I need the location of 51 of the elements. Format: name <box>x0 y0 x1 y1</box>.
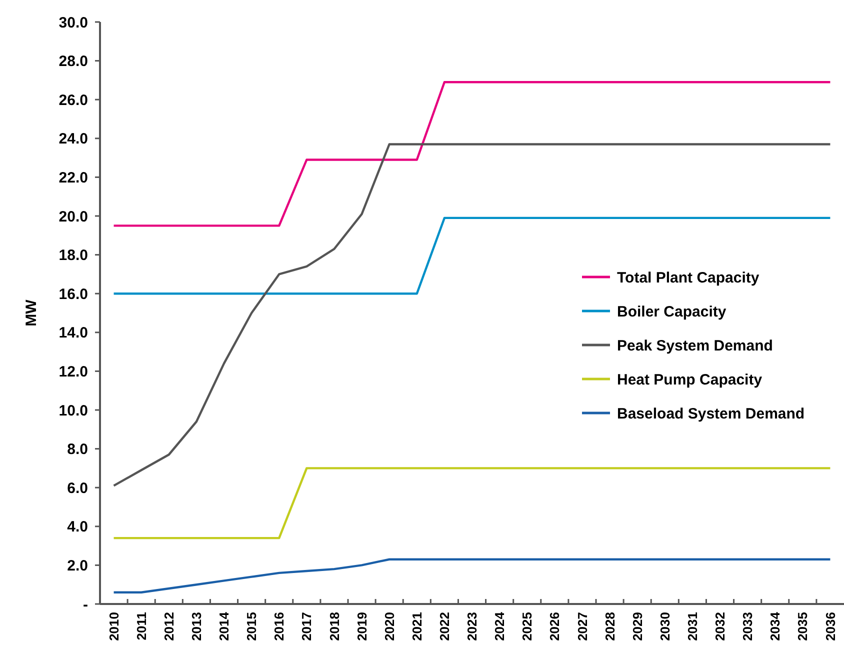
y-tick-label: 2.0 <box>67 557 88 574</box>
y-tick-label: 14.0 <box>58 324 88 342</box>
x-tick-label: 2026 <box>547 612 562 641</box>
x-tick-label: 2024 <box>492 611 508 641</box>
y-tick-label: 6.0 <box>67 480 88 497</box>
y-tick-label: 8.0 <box>67 441 88 458</box>
legend-label: Heat Pump Capacity <box>617 371 763 388</box>
x-tick-label: 2027 <box>574 612 590 641</box>
y-tick-label: 30.0 <box>58 14 88 32</box>
legend-label: Peak System Demand <box>617 337 773 354</box>
y-tick-label: 18.0 <box>58 247 88 264</box>
y-tick-label: 24.0 <box>58 130 88 148</box>
x-tick-label: 2010 <box>106 612 122 641</box>
x-tick-label: 2029 <box>630 612 645 641</box>
x-tick-label: 2035 <box>795 612 810 641</box>
x-tick-label: 2031 <box>684 612 700 641</box>
y-tick-label: 28.0 <box>58 53 88 70</box>
legend-label: Baseload System Demand <box>617 405 805 422</box>
y-tick-label: 10.0 <box>58 402 88 420</box>
y-tick-label: - <box>83 596 88 614</box>
x-tick-label: 2033 <box>740 612 756 641</box>
legend-label: Total Plant Capacity <box>617 269 760 286</box>
x-tick-label: 2017 <box>299 612 314 641</box>
x-tick-label: 2019 <box>354 612 370 641</box>
x-tick-label: 2023 <box>464 612 480 641</box>
x-tick-label: 2030 <box>657 612 672 641</box>
x-tick-label: 2036 <box>822 612 838 641</box>
x-tick-label: 2013 <box>188 612 204 641</box>
y-tick-label: 26.0 <box>58 92 88 109</box>
x-tick-label: 2015 <box>244 612 260 641</box>
x-tick-label: 2018 <box>326 612 342 641</box>
x-tick-label: 2012 <box>161 612 176 641</box>
y-tick-label: 12.0 <box>58 363 88 380</box>
x-tick-label: 2034 <box>768 611 783 641</box>
y-tick-label: 22.0 <box>58 169 88 186</box>
y-axis-title: MW <box>23 298 40 326</box>
x-tick-label: 2025 <box>520 612 535 641</box>
x-tick-label: 2028 <box>602 612 618 641</box>
x-tick-label: 2022 <box>436 612 452 641</box>
x-tick-label: 2011 <box>134 612 149 640</box>
legend-label: Boiler Capacity <box>617 303 727 320</box>
y-tick-label: 16.0 <box>58 286 88 303</box>
y-tick-label: 20.0 <box>58 208 88 226</box>
x-tick-label: 2021 <box>409 612 424 641</box>
x-tick-label: 2016 <box>272 612 287 641</box>
y-tick-label: 4.0 <box>67 518 88 536</box>
x-tick-label: 2020 <box>382 612 397 641</box>
line-series <box>112 558 832 594</box>
x-tick-label: 2032 <box>712 612 728 641</box>
x-tick-label: 2014 <box>216 611 232 641</box>
line-series <box>112 143 832 487</box>
